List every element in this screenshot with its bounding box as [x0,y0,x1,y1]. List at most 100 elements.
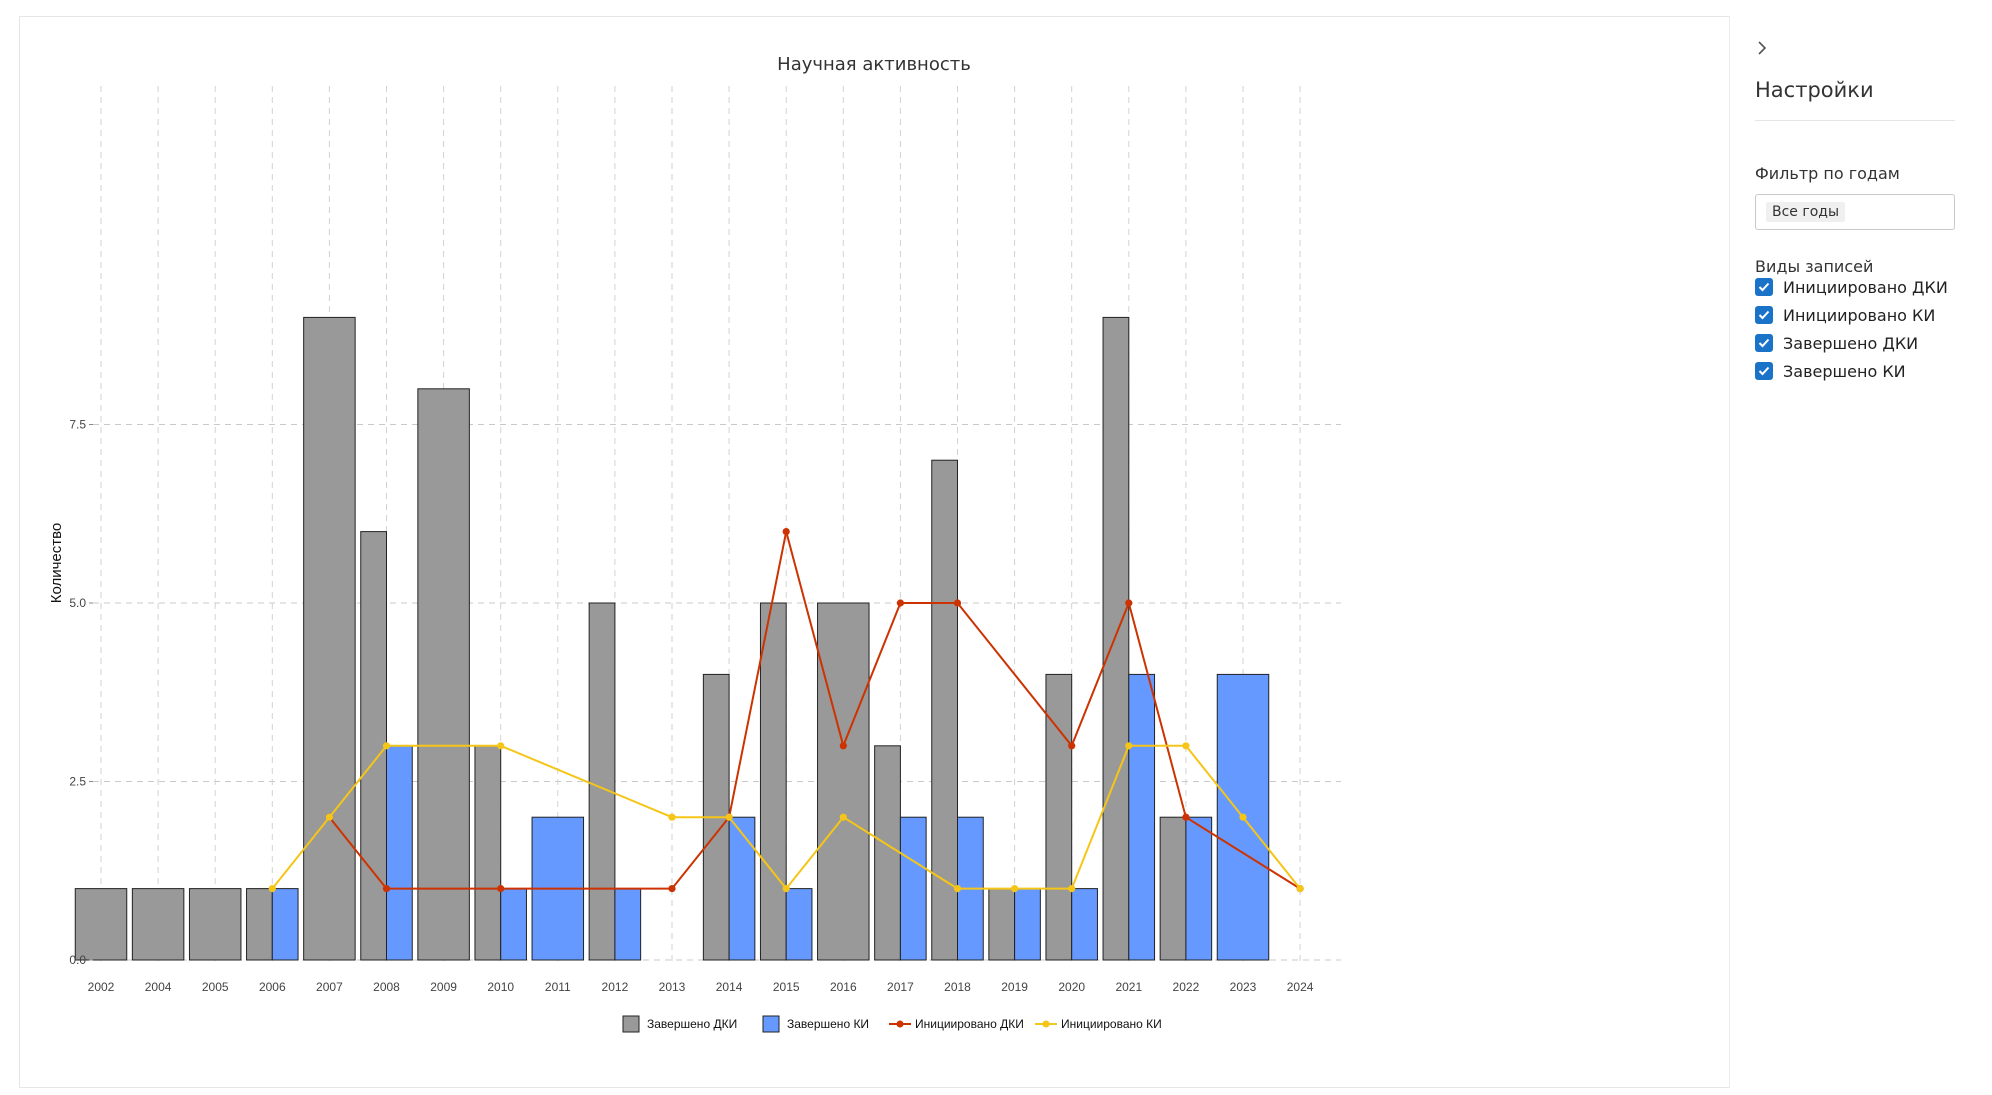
bar-completed-dki [1045,673,1073,961]
x-tick-label: 2008 [373,980,400,994]
checkbox-checked-icon [1755,306,1773,324]
bar-completed-dki [1102,316,1130,961]
x-tick-label: 2020 [1058,980,1085,994]
point-initiated-dki [668,885,676,893]
chart-svg: 0.0 2.5 5.0 7.5 2002 2004 2005 2006 2007 2008 2009… [48,86,1341,1033]
bar-completed-ki [271,888,299,961]
x-tick-label: 2002 [88,980,115,994]
bar-layer [74,316,1270,961]
x-tick-label: 2021 [1115,980,1142,994]
point-initiated-ki [325,813,333,821]
x-tick-label: 2019 [1001,980,1028,994]
point-initiated-ki [382,742,391,750]
x-tick-label: 2010 [487,980,514,994]
point-initiated-dki [382,885,391,893]
legend-initiated-ki-marker [1042,1020,1050,1028]
bar-completed-dki [988,888,1016,961]
x-tick-label: 2016 [830,980,857,994]
checkbox-label: Инициировано КИ [1783,305,1936,325]
bar-completed-ki [785,888,813,961]
chart-legend: Завершено ДКИ Завершено КИ Инициировано ДК… [622,1015,1162,1033]
point-initiated-ki [839,813,847,821]
point-initiated-ki [1068,885,1076,893]
bar-completed-ki [1071,888,1098,961]
settings-sidebar: Настройки Фильтр по годам Все годы Виды … [1729,16,1981,1088]
point-initiated-dki [1068,742,1076,750]
legend-completed-dki-key [622,1015,640,1033]
point-initiated-dki [953,599,962,607]
chart-panel: Научная активность 0.0 2.5 5.0 7.5 2002 2004 2… [19,16,1729,1088]
bar-completed-dki [874,745,901,961]
legend-completed-ki-label: Завершено КИ [787,1017,869,1031]
bar-completed-dki [188,888,242,961]
bar-completed-ki [614,888,642,961]
point-initiated-ki [1011,885,1019,893]
checkbox-initiated-ki[interactable]: Инициировано КИ [1755,303,1935,327]
checkbox-label: Завершено КИ [1783,361,1906,381]
bar-completed-dki [1159,816,1187,961]
x-tick-label: 2011 [545,980,571,994]
bar-completed-dki [588,602,616,961]
checkbox-checked-icon [1755,278,1773,296]
bar-completed-ki [728,816,756,961]
bar-completed-dki [360,531,387,961]
point-initiated-dki [839,742,847,750]
checkbox-label: Инициировано ДКИ [1783,277,1948,297]
record-types-label: Виды записей [1755,257,1874,276]
checkbox-label: Завершено ДКИ [1783,333,1919,353]
y-tick-label: 7.5 [69,418,86,432]
point-initiated-ki [497,742,505,750]
year-filter-label: Фильтр по годам [1755,164,1900,183]
checkbox-completed-dki[interactable]: Завершено ДКИ [1755,331,1918,355]
checkbox-checked-icon [1755,334,1773,352]
point-initiated-dki [1125,599,1133,607]
x-tick-label: 2012 [602,980,629,994]
y-tick-label: 0.0 [69,953,86,967]
point-initiated-ki [1296,885,1304,893]
checkbox-initiated-dki[interactable]: Инициировано ДКИ [1755,275,1948,299]
legend-initiated-dki-marker [896,1020,904,1028]
bar-completed-dki [303,316,356,961]
x-tick-label: 2024 [1287,980,1314,994]
year-filter-value: Все годы [1766,202,1846,222]
point-initiated-ki [953,885,962,893]
legend-completed-ki-key [762,1015,780,1033]
axis-layer: 0.0 2.5 5.0 7.5 2002 2004 2005 2006 2007 2008 2009… [69,418,1313,995]
point-initiated-ki [268,885,276,893]
point-initiated-ki [668,813,676,821]
y-tick-label: 5.0 [69,596,86,610]
bar-completed-ki [1185,816,1213,961]
bar-completed-dki [131,888,185,961]
point-initiated-ki [1125,742,1133,750]
point-initiated-ki [1239,813,1247,821]
bar-completed-ki [899,816,927,961]
checkbox-completed-ki[interactable]: Завершено КИ [1755,359,1906,383]
x-tick-label: 2007 [316,980,343,994]
bar-completed-dki [759,602,787,961]
bar-completed-dki [246,888,273,961]
point-initiated-dki [1182,813,1190,821]
bar-completed-dki [417,388,470,961]
y-axis-label: Количество [48,523,65,604]
year-filter-select[interactable]: Все годы [1755,194,1955,230]
bar-completed-dki [74,888,128,961]
point-initiated-dki [497,885,505,893]
legend-initiated-ki-label: Инициировано КИ [1061,1017,1162,1031]
bar-completed-dki [817,602,870,961]
point-initiated-ki [725,813,733,821]
chart-title: Научная активность [777,54,971,75]
chevron-right-icon[interactable] [1756,40,1768,61]
checkbox-checked-icon [1755,362,1773,380]
x-tick-label: 2004 [145,980,172,994]
point-initiated-ki [782,885,790,893]
bar-completed-dki [474,745,502,961]
bar-completed-ki [1128,673,1156,961]
x-tick-label: 2023 [1230,980,1257,994]
bar-completed-ki [1014,888,1041,961]
point-initiated-ki [1182,742,1190,750]
x-tick-label: 2015 [773,980,800,994]
bar-completed-ki [386,745,413,961]
x-tick-label: 2022 [1173,980,1200,994]
x-tick-label: 2006 [259,980,286,994]
point-initiated-dki [896,599,905,607]
